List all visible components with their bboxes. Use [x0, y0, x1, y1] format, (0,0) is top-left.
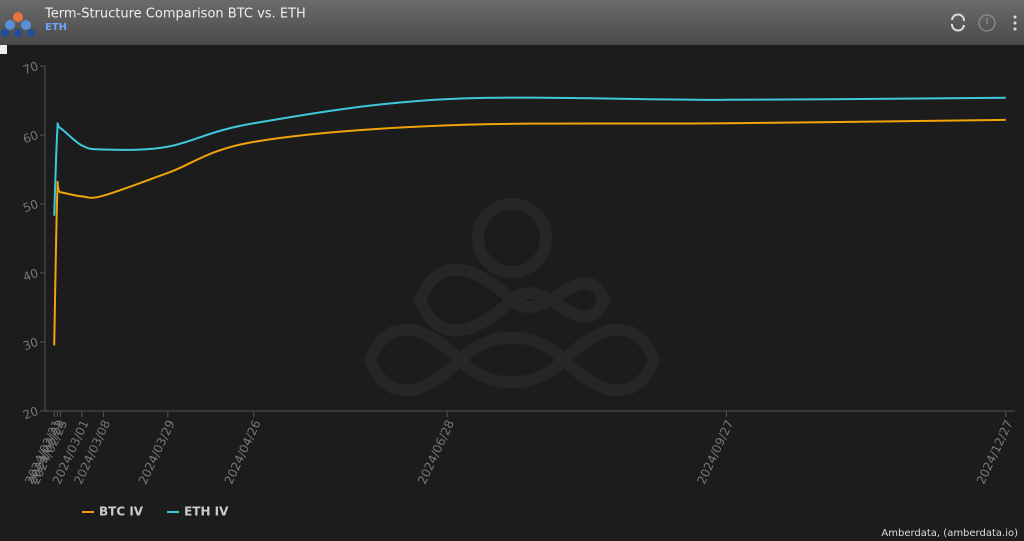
y-tick-label: 30 [21, 335, 40, 353]
legend-label: ETH IV [184, 505, 229, 519]
series-line [53, 96, 1006, 216]
y-tick-label: 60 [21, 128, 40, 146]
logo [1, 12, 35, 37]
title: Term-Structure Comparison BTC vs. ETH [44, 7, 306, 22]
y-tick-label: 40 [21, 266, 40, 284]
menu-button[interactable] [1013, 15, 1017, 31]
y-tick-label: 70 [21, 59, 40, 77]
collapse-toggle[interactable] [0, 45, 7, 54]
header-bar [0, 0, 1024, 45]
refresh-button[interactable] [951, 13, 965, 32]
series-line [53, 118, 1006, 346]
watermark [363, 198, 661, 397]
y-tick-label: 50 [21, 197, 40, 215]
legend-label: BTC IV [99, 505, 144, 519]
y-tick-label: 20 [21, 404, 40, 422]
info-button[interactable] [978, 14, 996, 32]
credits: Amberdata, (amberdata.io) [881, 528, 1018, 539]
subtitle: ETH [45, 22, 67, 33]
